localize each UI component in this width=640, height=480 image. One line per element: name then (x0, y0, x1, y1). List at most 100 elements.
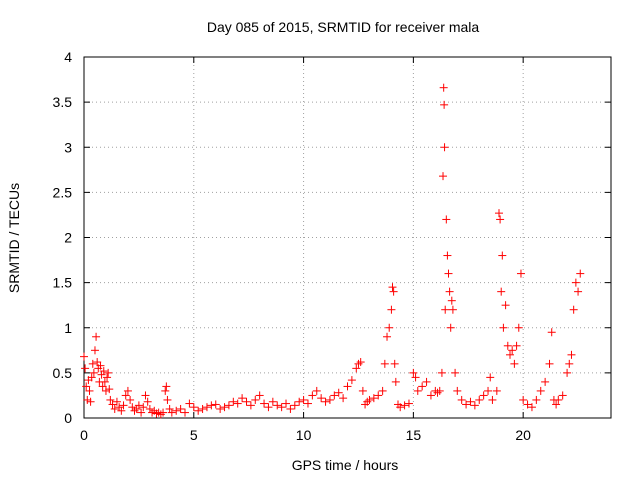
data-point (128, 403, 137, 412)
data-point (130, 406, 139, 415)
data-point (295, 397, 304, 406)
x-tick-label: 15 (406, 427, 422, 443)
data-point (238, 394, 247, 403)
data-point (352, 364, 361, 373)
data-point (229, 397, 238, 406)
data-point (422, 377, 431, 386)
data-point (466, 397, 475, 406)
data-point (312, 386, 321, 395)
data-points (80, 83, 585, 419)
data-point (303, 399, 312, 408)
data-point (479, 391, 488, 400)
data-point (484, 386, 493, 395)
data-point (233, 399, 242, 408)
data-point (385, 323, 394, 332)
data-point (545, 359, 554, 368)
data-point (87, 373, 96, 382)
data-point (119, 401, 128, 410)
data-point (273, 401, 282, 410)
data-point (317, 394, 326, 403)
data-point (123, 386, 132, 395)
data-point (211, 400, 220, 409)
data-point (571, 278, 580, 287)
data-point (505, 350, 514, 359)
data-point (516, 269, 525, 278)
data-point (390, 359, 399, 368)
data-point (576, 269, 585, 278)
data-point (558, 391, 567, 400)
data-point (126, 395, 135, 404)
data-point (286, 404, 295, 413)
data-point (569, 305, 578, 314)
data-point (198, 404, 207, 413)
data-point (268, 397, 277, 406)
grid (84, 57, 611, 418)
data-point (194, 406, 203, 415)
data-point (519, 395, 528, 404)
data-point (523, 400, 532, 409)
data-point (448, 305, 457, 314)
data-point (388, 283, 397, 292)
data-point (290, 401, 299, 410)
data-point (264, 403, 273, 412)
x-axis-label: GPS time / hours (292, 457, 399, 473)
data-point (567, 350, 576, 359)
data-point (189, 403, 198, 412)
data-point (488, 395, 497, 404)
data-point (299, 395, 308, 404)
x-tick-labels: 0 5 10 15 20 (80, 427, 531, 443)
data-point (121, 391, 130, 400)
y-axis-label: SRMTID / TECUs (6, 183, 22, 293)
data-point (207, 401, 216, 410)
data-point (101, 386, 110, 395)
data-point (86, 397, 95, 406)
data-point (117, 406, 126, 415)
data-point (439, 83, 448, 92)
data-point (308, 391, 317, 400)
data-point (418, 382, 427, 391)
data-point (82, 382, 91, 391)
data-point (358, 386, 367, 395)
data-point (277, 403, 286, 412)
data-point (220, 403, 229, 412)
data-point (163, 395, 172, 404)
data-point (167, 408, 176, 417)
data-point (347, 376, 356, 385)
data-point (108, 400, 117, 409)
data-point (103, 373, 112, 382)
data-point (143, 397, 152, 406)
y-tick-label: 0 (64, 410, 72, 426)
data-point (139, 403, 148, 412)
data-point (369, 394, 378, 403)
data-point (176, 404, 185, 413)
y-tick-label: 3 (64, 139, 72, 155)
data-point (380, 359, 389, 368)
data-point (251, 395, 260, 404)
data-point (387, 305, 396, 314)
data-point (536, 386, 545, 395)
data-point (396, 403, 405, 412)
data-point (104, 368, 113, 377)
y-tick-label: 2 (64, 230, 72, 246)
data-point (145, 404, 154, 413)
data-point (172, 406, 181, 415)
data-point (339, 394, 348, 403)
data-point (246, 401, 255, 410)
x-tick-label: 5 (190, 427, 198, 443)
data-point (92, 332, 101, 341)
data-point (453, 386, 462, 395)
data-point (442, 215, 451, 224)
data-point (457, 395, 466, 404)
data-point (325, 395, 334, 404)
data-point (437, 368, 446, 377)
y-tick-label: 0.5 (53, 365, 73, 381)
data-point (365, 395, 374, 404)
data-point (282, 399, 291, 408)
data-point (242, 397, 251, 406)
data-point (411, 373, 420, 382)
data-point (321, 397, 330, 406)
data-point (389, 287, 398, 296)
data-point (499, 323, 508, 332)
data-point (89, 368, 98, 377)
